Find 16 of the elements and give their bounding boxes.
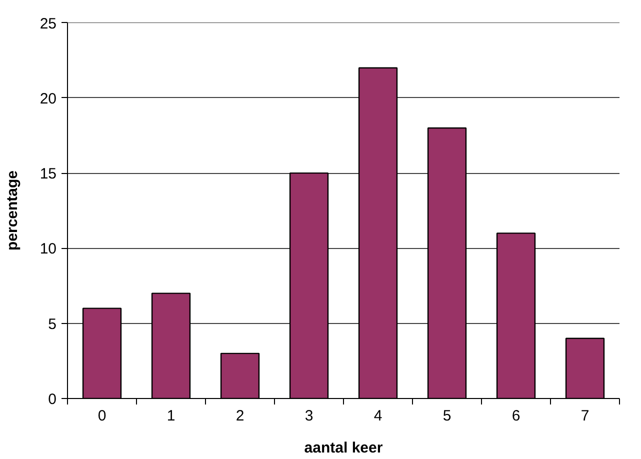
x-tick-label: 0 <box>98 408 106 424</box>
y-tick-label: 5 <box>48 316 56 333</box>
x-tick-label: 1 <box>166 408 176 424</box>
y-tick-label: 25 <box>40 15 57 32</box>
x-tick-label: 7 <box>580 408 590 424</box>
x-tick-label: 3 <box>304 408 314 424</box>
x-tick-label: 5 <box>442 408 452 424</box>
x-tick-label: 6 <box>512 408 520 424</box>
y-tick-label: 15 <box>40 166 57 183</box>
x-axis-title: aantal keer <box>304 440 383 456</box>
y-tick-label: 0 <box>48 391 56 408</box>
x-tick-label: 2 <box>236 408 244 424</box>
x-tick-label: 4 <box>374 408 382 424</box>
y-tick-label: 10 <box>40 240 57 258</box>
y-axis-title: percentage <box>4 170 21 251</box>
y-tick-label: 20 <box>40 90 57 108</box>
